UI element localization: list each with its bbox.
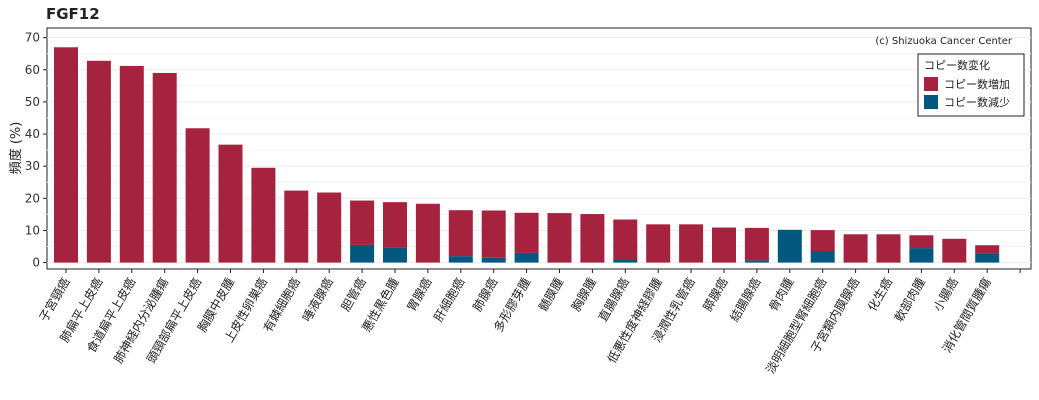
bar-gain <box>909 235 934 249</box>
x-tick-label: 化生癌 <box>864 275 895 314</box>
y-axis: 0 10 20 30 40 50 60 70 <box>25 31 47 270</box>
legend-swatch-gain <box>924 77 938 91</box>
bar-loss <box>777 229 802 263</box>
chart-title: FGF12 <box>46 5 100 23</box>
bar-gain <box>218 144 243 263</box>
bar-gain <box>119 65 144 263</box>
bar-gain <box>810 230 835 252</box>
bar-gain <box>679 224 704 263</box>
bar-gain <box>876 234 901 263</box>
bar-gain <box>646 224 671 263</box>
bar-loss <box>514 252 539 263</box>
y-tick-label: 10 <box>25 223 40 237</box>
bar-gain <box>744 227 769 261</box>
x-tick-label: 直腸腺癌 <box>595 275 632 324</box>
bar-gain <box>350 200 375 245</box>
bar-gain <box>843 234 868 263</box>
bar-gain <box>975 245 1000 254</box>
x-tick-label: 胸腺腫 <box>568 275 599 314</box>
bar-gain <box>580 214 605 263</box>
x-tick-label: 軟部肉腫 <box>891 275 928 324</box>
bar-gain <box>514 212 539 253</box>
y-tick-label: 0 <box>32 256 40 270</box>
bar-gain <box>54 47 78 263</box>
bar-loss <box>383 247 407 263</box>
bar-loss <box>810 251 835 263</box>
legend: コピー数変化 コピー数増加 コピー数減少 <box>917 53 1025 117</box>
x-tick-label: 髄膜腫 <box>535 275 566 314</box>
x-tick-label: 骨肉腫 <box>766 276 796 314</box>
legend-label-loss: コピー数減少 <box>944 95 1010 109</box>
credit-text: (c) Shizuoka Cancer Center <box>875 36 1013 47</box>
x-tick-label: 淡明細胞型腎細胞癌 <box>762 275 829 376</box>
x-tick-label: 胃腺癌 <box>403 275 434 314</box>
x-tick-label: 肺腺癌 <box>469 275 500 314</box>
bar-loss <box>744 260 769 263</box>
x-tick-label: 胆管癌 <box>338 275 369 314</box>
bar-gain <box>481 210 506 258</box>
x-axis: 子宮頸癌肺扁平上皮癌食道扁平上皮癌肺神経内分泌腫瘍頭頸部扁平上皮癌胸膜中皮腫上皮… <box>36 269 1021 376</box>
x-tick-label: 唾液腺癌 <box>299 275 336 324</box>
y-tick-label: 20 <box>25 191 40 205</box>
x-tick-label: 子宮頸癌 <box>36 275 73 324</box>
y-tick-label: 70 <box>25 31 40 45</box>
bar-gain <box>383 202 407 248</box>
bar-gain <box>942 238 967 263</box>
y-tick-label: 40 <box>25 127 40 141</box>
bar-loss <box>909 248 934 263</box>
legend-label-gain: コピー数増加 <box>944 78 1010 91</box>
x-tick-label: 小腸癌 <box>930 275 961 314</box>
bar-gain <box>152 72 177 263</box>
legend-swatch-loss <box>924 95 938 109</box>
plot-area <box>46 27 1032 270</box>
bar-gain <box>284 190 309 263</box>
legend-title: コピー数変化 <box>924 58 990 72</box>
bars <box>54 47 1000 263</box>
bar-gain <box>547 213 572 263</box>
bar-loss <box>350 244 375 263</box>
x-tick-label: 肝細胞癌 <box>430 275 467 324</box>
bar-gain <box>415 203 440 263</box>
y-tick-label: 60 <box>25 63 40 77</box>
y-tick-label: 30 <box>25 159 40 173</box>
bar-loss <box>975 253 1000 263</box>
bar-gain <box>448 210 473 257</box>
x-tick-label: 膵腺癌 <box>700 275 731 314</box>
bar-gain <box>613 219 638 261</box>
bar-gain <box>86 60 111 263</box>
x-tick-label: 結腸腺癌 <box>726 275 763 324</box>
bar-gain <box>317 192 342 263</box>
bar-loss <box>613 260 638 263</box>
y-tick-label: 50 <box>25 95 40 109</box>
bar-gain <box>185 128 210 263</box>
bar-gain <box>712 227 736 263</box>
bar-loss <box>481 257 506 263</box>
bar-loss <box>448 256 473 263</box>
y-axis-label: 頻度 (%) <box>8 122 24 175</box>
bar-gain <box>251 167 276 263</box>
